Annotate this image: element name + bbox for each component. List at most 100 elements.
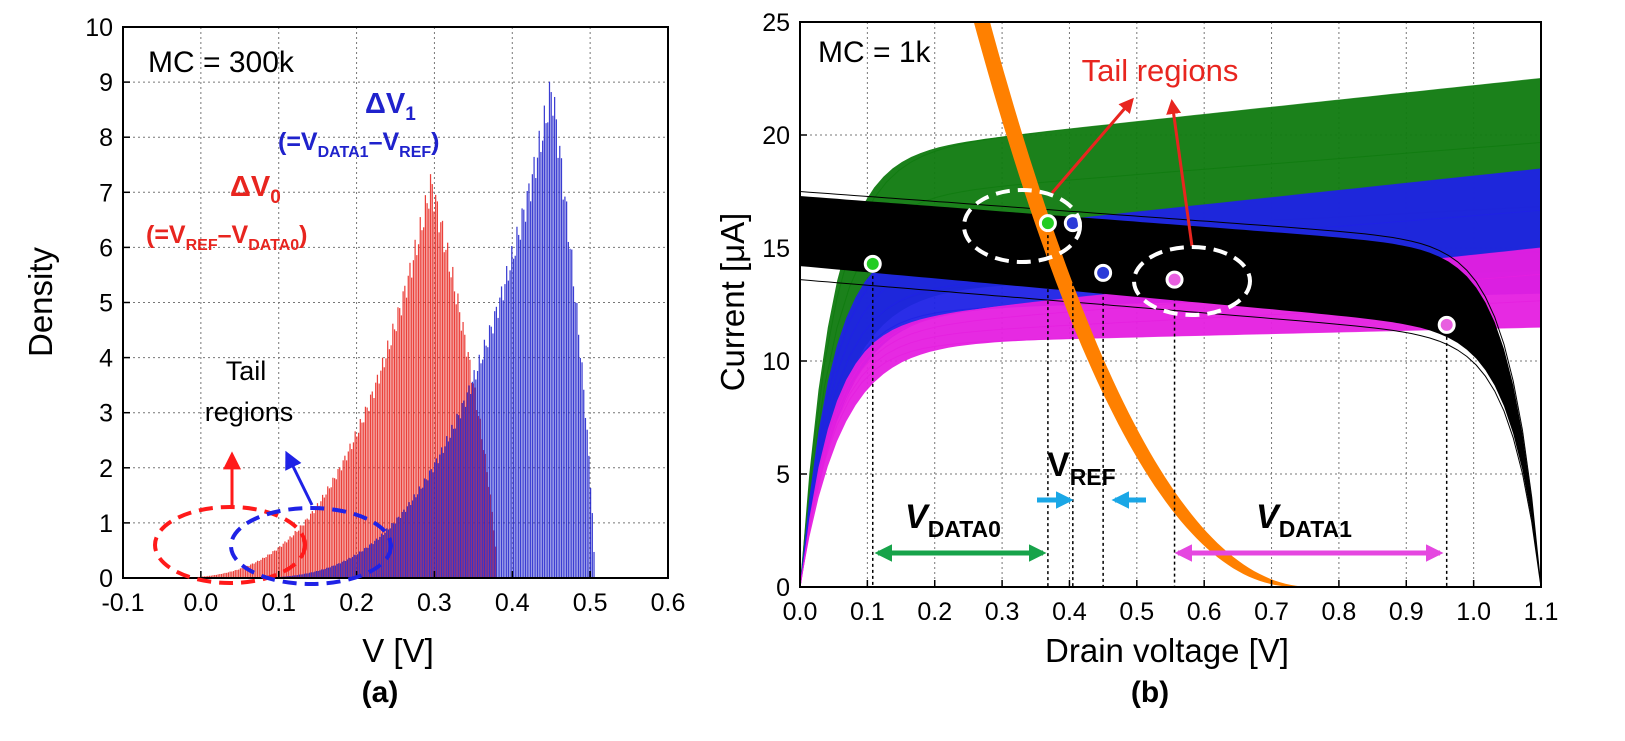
histogram-bar [357, 554, 359, 578]
histogram-bar [345, 460, 348, 578]
histogram-bar [488, 325, 491, 578]
histogram-bar [407, 275, 409, 578]
histogram-bar [345, 561, 347, 578]
histogram-bar [545, 123, 547, 578]
histogram-bar [504, 284, 506, 578]
panel-a-red-tail-ellipse [153, 505, 307, 585]
histogram-bar [453, 291, 456, 578]
legend-dv1-name: ΔV1 [365, 88, 416, 125]
histogram-bar [521, 208, 523, 578]
histogram-bar [310, 513, 312, 578]
x-tick-label: -0.1 [101, 589, 144, 617]
histogram-bar [350, 558, 352, 578]
histogram-bar [291, 575, 294, 578]
histogram-bar [528, 183, 530, 578]
histogram-bar [343, 560, 345, 578]
x-tick-label: 1.1 [1524, 598, 1559, 626]
histogram-bar [497, 317, 499, 578]
histogram-bar [290, 575, 292, 578]
histogram-bar [474, 387, 476, 578]
histogram-bar [344, 455, 346, 578]
histogram-bar [367, 547, 369, 578]
histogram-bar [315, 507, 317, 578]
histogram-bar [369, 394, 372, 578]
histogram-bar [321, 569, 323, 578]
histogram-bar [425, 479, 427, 578]
histogram-bar [295, 575, 297, 578]
histogram-bar [416, 494, 419, 578]
histogram-bar [222, 573, 224, 578]
histogram-bar [424, 195, 427, 578]
histogram-bar [260, 559, 262, 578]
histogram-bar [422, 487, 424, 578]
histogram-bar [351, 449, 353, 578]
histogram-bar [212, 575, 214, 578]
histogram-bar [207, 575, 209, 578]
histogram-bar [456, 413, 458, 578]
histogram-bar [502, 300, 504, 578]
x-tick-label: 0.8 [1322, 598, 1357, 626]
histogram-bar [361, 422, 363, 578]
histogram-bar [455, 304, 457, 578]
histogram-bar [335, 479, 337, 578]
histogram-bar [293, 575, 295, 578]
histogram-bar [476, 370, 479, 578]
histogram-bar [310, 572, 313, 578]
histogram-bar [356, 436, 358, 578]
histogram-bar [493, 530, 495, 578]
histogram-bar [262, 557, 264, 578]
panel-b-curves [800, 22, 1541, 587]
histogram-bar [533, 156, 535, 578]
histogram-bar [400, 315, 403, 578]
histogram-bar [319, 570, 321, 578]
histogram-bar [554, 96, 556, 578]
histogram-bar [491, 511, 493, 578]
histogram-bar [375, 538, 378, 578]
histogram-bar [360, 551, 362, 578]
histogram-bar [414, 239, 416, 578]
histogram-bar [280, 546, 283, 578]
histogram-bar [559, 145, 561, 578]
histogram-bar [376, 374, 379, 578]
histogram-bar [483, 450, 485, 578]
histogram-bar [555, 119, 557, 578]
histogram-bar [341, 561, 343, 578]
histogram-bar [263, 557, 265, 578]
histogram-bar [475, 379, 477, 578]
histogram-bar [487, 347, 489, 578]
panel-a-xlabel: V [V] [362, 632, 434, 669]
histogram-bar [371, 391, 373, 578]
histogram-bar [589, 488, 592, 578]
histogram-bar [369, 544, 371, 578]
histogram-bar [579, 357, 581, 578]
histogram-bar [333, 478, 336, 578]
y-tick-label: 20 [762, 122, 790, 150]
histogram-bar [564, 196, 566, 578]
histogram-bar [459, 418, 462, 578]
histogram-bar [557, 157, 559, 578]
histogram-bar [363, 548, 366, 578]
histogram-bar [401, 511, 403, 578]
vdata1-label: VDATA1 [1256, 498, 1352, 542]
panel-b-tail-label: Tail regions [1082, 53, 1239, 88]
histogram-bar [440, 222, 442, 578]
panel-a-ticks: -0.1 0.0 0.1 0.2 0.3 0.4 0.5 0.6 0 1 2 3 4 5 6 7 8 9 10 [85, 14, 685, 617]
histogram-bar [318, 505, 320, 578]
histogram-bar [444, 446, 446, 578]
histogram-bar [560, 158, 563, 578]
histogram-bar [462, 321, 464, 578]
histogram-bar [470, 393, 472, 578]
histogram-bar [238, 569, 240, 578]
histogram-bar [336, 563, 338, 578]
histogram-bar [327, 486, 329, 578]
histogram-bar [397, 307, 399, 578]
histogram-bar [427, 480, 429, 578]
load-curve [800, 279, 1541, 587]
operating-point [1437, 315, 1456, 334]
histogram-bar [270, 554, 272, 578]
histogram-bar [489, 494, 492, 578]
panel-b-operating-points [863, 214, 1456, 334]
histogram-bar [447, 242, 449, 578]
histogram-bar [352, 442, 355, 578]
